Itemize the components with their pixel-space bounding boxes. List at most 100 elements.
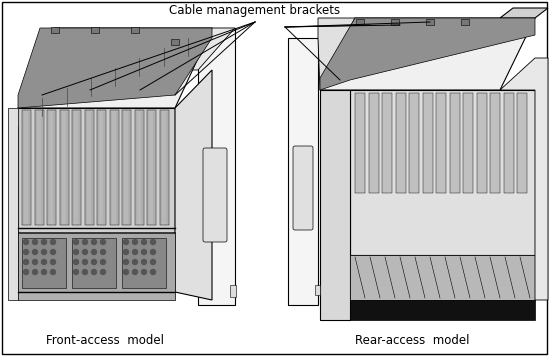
Circle shape bbox=[24, 269, 29, 274]
Circle shape bbox=[92, 250, 97, 255]
Bar bbox=[450, 93, 460, 193]
Bar bbox=[391, 19, 399, 25]
Circle shape bbox=[74, 250, 79, 255]
Bar bbox=[315, 285, 320, 295]
Circle shape bbox=[74, 260, 79, 265]
Circle shape bbox=[82, 240, 87, 245]
Circle shape bbox=[100, 250, 105, 255]
Polygon shape bbox=[318, 18, 355, 90]
Polygon shape bbox=[320, 90, 350, 320]
Bar bbox=[490, 93, 500, 193]
Polygon shape bbox=[18, 28, 212, 108]
Bar bbox=[51, 27, 59, 33]
Bar bbox=[91, 27, 99, 33]
Circle shape bbox=[82, 260, 87, 265]
Circle shape bbox=[124, 240, 128, 245]
Circle shape bbox=[132, 260, 137, 265]
Circle shape bbox=[42, 269, 47, 274]
Circle shape bbox=[51, 260, 55, 265]
Circle shape bbox=[92, 269, 97, 274]
Bar bbox=[131, 27, 139, 33]
Bar bbox=[395, 93, 406, 193]
Circle shape bbox=[150, 269, 155, 274]
Circle shape bbox=[100, 269, 105, 274]
Circle shape bbox=[82, 269, 87, 274]
Circle shape bbox=[24, 240, 29, 245]
Bar bbox=[356, 19, 364, 25]
Bar bbox=[426, 19, 434, 25]
Circle shape bbox=[51, 269, 55, 274]
Circle shape bbox=[74, 240, 79, 245]
Bar bbox=[171, 39, 179, 45]
Circle shape bbox=[124, 250, 128, 255]
Circle shape bbox=[142, 240, 147, 245]
Polygon shape bbox=[175, 28, 235, 70]
Bar bbox=[147, 110, 156, 225]
Bar bbox=[517, 93, 527, 193]
Circle shape bbox=[92, 240, 97, 245]
Circle shape bbox=[32, 240, 37, 245]
Circle shape bbox=[24, 260, 29, 265]
Circle shape bbox=[32, 260, 37, 265]
Circle shape bbox=[142, 260, 147, 265]
Bar bbox=[59, 110, 69, 225]
Circle shape bbox=[42, 260, 47, 265]
Circle shape bbox=[82, 250, 87, 255]
Polygon shape bbox=[18, 28, 212, 108]
Circle shape bbox=[24, 250, 29, 255]
Bar bbox=[122, 110, 131, 225]
Bar bbox=[160, 110, 169, 225]
Bar bbox=[461, 19, 469, 25]
Circle shape bbox=[51, 240, 55, 245]
Bar bbox=[436, 93, 446, 193]
Polygon shape bbox=[320, 18, 535, 90]
Circle shape bbox=[100, 240, 105, 245]
Circle shape bbox=[150, 240, 155, 245]
Text: Rear-access  model: Rear-access model bbox=[355, 334, 469, 346]
Bar bbox=[35, 110, 43, 225]
Text: Front-access  model: Front-access model bbox=[46, 334, 164, 346]
Polygon shape bbox=[500, 8, 548, 18]
Bar bbox=[72, 238, 116, 288]
Circle shape bbox=[92, 260, 97, 265]
Circle shape bbox=[32, 269, 37, 274]
Polygon shape bbox=[500, 58, 548, 300]
Bar bbox=[368, 93, 378, 193]
Bar bbox=[18, 292, 175, 300]
Bar bbox=[135, 110, 143, 225]
Circle shape bbox=[124, 260, 128, 265]
Circle shape bbox=[142, 269, 147, 274]
Bar bbox=[22, 110, 31, 225]
Circle shape bbox=[150, 260, 155, 265]
Bar bbox=[463, 93, 473, 193]
Bar bbox=[409, 93, 419, 193]
Polygon shape bbox=[18, 108, 175, 292]
Bar bbox=[230, 285, 236, 297]
Circle shape bbox=[42, 240, 47, 245]
Circle shape bbox=[142, 250, 147, 255]
Circle shape bbox=[124, 269, 128, 274]
Circle shape bbox=[132, 250, 137, 255]
Bar bbox=[72, 110, 81, 225]
Bar bbox=[109, 110, 119, 225]
Circle shape bbox=[32, 250, 37, 255]
Bar bbox=[18, 233, 175, 292]
Circle shape bbox=[100, 260, 105, 265]
Bar bbox=[8, 108, 18, 300]
Bar bbox=[423, 93, 433, 193]
Bar bbox=[85, 110, 93, 225]
Polygon shape bbox=[350, 90, 535, 255]
Circle shape bbox=[74, 269, 79, 274]
Circle shape bbox=[42, 250, 47, 255]
Polygon shape bbox=[198, 28, 235, 305]
Polygon shape bbox=[350, 255, 535, 300]
Bar bbox=[122, 238, 166, 288]
FancyBboxPatch shape bbox=[293, 146, 313, 230]
Polygon shape bbox=[320, 18, 535, 90]
Bar bbox=[503, 93, 513, 193]
Polygon shape bbox=[288, 38, 318, 305]
Bar bbox=[22, 238, 66, 288]
Polygon shape bbox=[175, 70, 212, 300]
Bar bbox=[47, 110, 56, 225]
Circle shape bbox=[132, 269, 137, 274]
